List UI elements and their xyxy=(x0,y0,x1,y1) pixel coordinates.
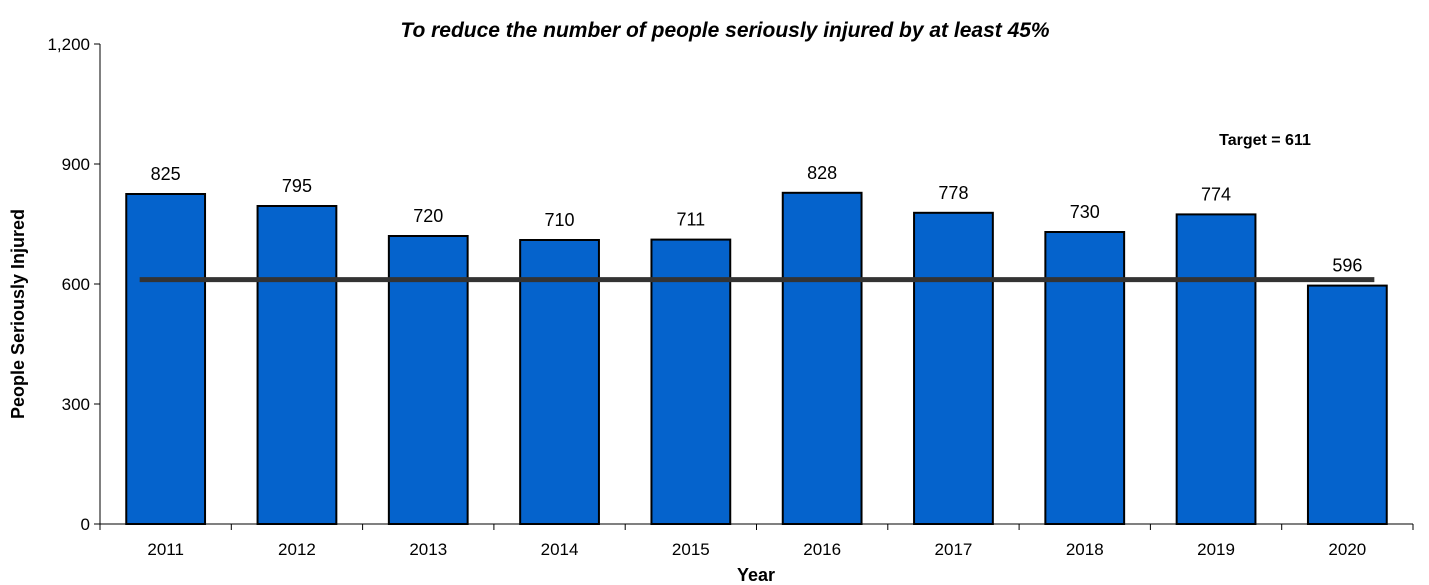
y-tick-label: 0 xyxy=(81,515,90,534)
x-tick-label: 2013 xyxy=(409,540,447,559)
data-label-2017: 778 xyxy=(938,183,968,203)
data-label-2011: 825 xyxy=(151,164,181,184)
bars: 825 795 720 710 711 828 778 730 774 596 xyxy=(125,163,1388,526)
bar-2012 xyxy=(256,205,338,525)
x-tick-label: 2014 xyxy=(541,540,579,559)
data-label-2016: 828 xyxy=(807,163,837,183)
bar-2014 xyxy=(519,239,600,525)
bar-2015 xyxy=(650,238,732,525)
x-tick-label: 2016 xyxy=(803,540,841,559)
x-tick-label: 2015 xyxy=(672,540,710,559)
data-label-2014: 710 xyxy=(545,210,575,230)
y-tick-label: 300 xyxy=(62,395,90,414)
bar-2017 xyxy=(913,211,994,526)
data-label-2015: 711 xyxy=(676,210,705,230)
bar-2013 xyxy=(387,235,469,525)
x-tick-label: 2017 xyxy=(935,540,973,559)
bar-2016 xyxy=(781,191,863,526)
y-axis-title: People Seriously Injured xyxy=(8,209,28,419)
chart-title: To reduce the number of people seriously… xyxy=(400,19,1050,42)
y-tick-label: 1,200 xyxy=(47,35,90,54)
y-tick-label: 600 xyxy=(62,275,90,294)
bar-2011 xyxy=(125,193,207,525)
x-tick-label: 2019 xyxy=(1197,540,1235,559)
bar-2019 xyxy=(1175,213,1257,525)
data-label-2012: 795 xyxy=(282,176,312,196)
bar-2018 xyxy=(1044,231,1126,525)
target-label: Target = 611 xyxy=(1219,132,1311,149)
x-axis-ticks: 2011 2012 2013 2014 2015 2016 2017 2018 2019 2020 xyxy=(99,524,1414,559)
data-label-2013: 720 xyxy=(413,206,443,226)
bar-2020 xyxy=(1306,284,1388,525)
data-label-2020: 596 xyxy=(1332,256,1362,276)
x-tick-label: 2018 xyxy=(1066,540,1104,559)
y-tick-label: 900 xyxy=(62,155,90,174)
data-label-2019: 774 xyxy=(1201,184,1231,204)
x-axis-title: Year xyxy=(737,565,775,585)
data-label-2018: 730 xyxy=(1070,202,1100,222)
x-tick-label: 2012 xyxy=(278,540,316,559)
x-tick-label: 2011 xyxy=(147,540,184,559)
y-axis-ticks: 0 300 600 900 1,200 xyxy=(47,35,100,534)
x-tick-label: 2020 xyxy=(1328,540,1366,559)
